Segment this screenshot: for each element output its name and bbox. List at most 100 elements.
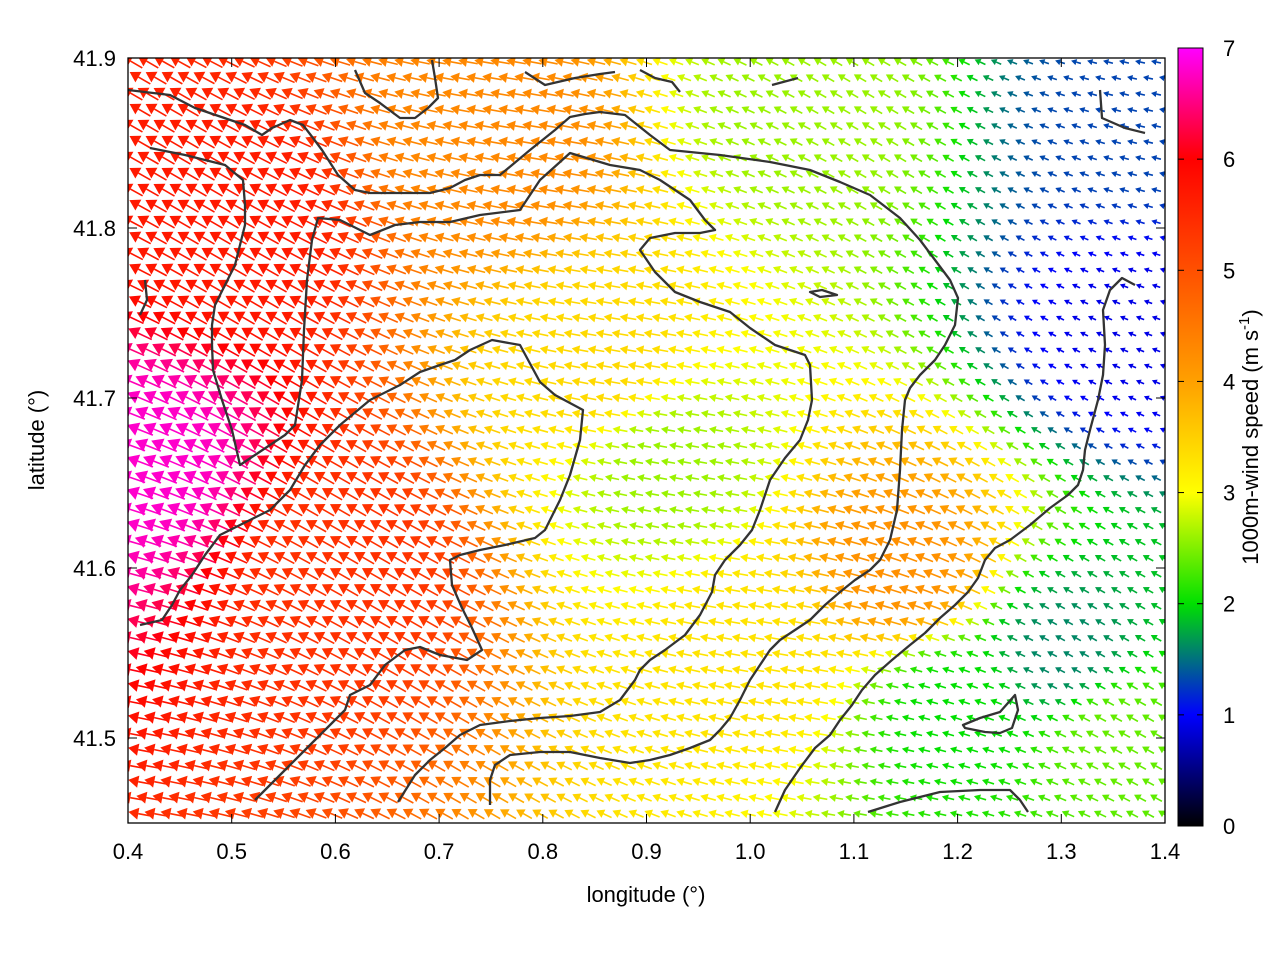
- wind-arrow: [781, 122, 795, 130]
- wind-arrow-head: [901, 74, 910, 82]
- wind-arrow: [418, 104, 438, 115]
- wind-arrow-shaft: [170, 76, 183, 85]
- wind-arrow-head: [602, 120, 613, 131]
- wind-arrow: [733, 58, 747, 66]
- wind-arrow: [893, 90, 907, 99]
- wind-arrow-head: [193, 71, 206, 83]
- wind-arrow-shaft: [210, 124, 223, 133]
- wind-arrow: [717, 58, 731, 66]
- wind-arrow-shaft: [498, 93, 510, 97]
- wind-arrow: [893, 122, 907, 131]
- wind-arrow-head: [909, 58, 918, 66]
- wind-arrow-head: [137, 119, 150, 131]
- wind-arrow-shaft: [915, 125, 923, 131]
- wind-arrow-shaft: [851, 93, 859, 99]
- wind-arrow-head: [733, 58, 742, 66]
- wind-arrow-head: [934, 74, 942, 82]
- wind-arrow: [586, 58, 606, 67]
- wind-arrow-shaft: [939, 77, 947, 82]
- wind-arrow: [1071, 91, 1082, 98]
- wind-arrow-head: [161, 103, 174, 115]
- wind-arrow-shaft: [771, 93, 779, 98]
- wind-arrow-head: [1095, 75, 1102, 82]
- wind-arrow-shaft: [1019, 109, 1026, 113]
- wind-arrow-head: [877, 90, 886, 98]
- wind-arrow-shaft: [1092, 61, 1098, 65]
- wind-arrow-head: [1047, 75, 1054, 82]
- wind-arrow-shaft: [891, 77, 899, 83]
- wind-arrow: [813, 122, 827, 131]
- wind-arrow-head: [958, 90, 966, 98]
- wind-arrow: [442, 120, 462, 131]
- wind-arrow-shaft: [739, 125, 747, 130]
- wind-arrow-shaft: [314, 108, 327, 115]
- wind-arrow-shaft: [1140, 61, 1146, 64]
- wind-arrow-head: [145, 103, 158, 115]
- wind-arrow: [273, 103, 296, 116]
- wind-arrow: [522, 120, 542, 131]
- wind-arrow-head: [257, 71, 269, 83]
- wind-arrow: [530, 104, 550, 115]
- wind-arrow-head: [161, 71, 174, 83]
- wind-arrow-head: [668, 121, 677, 130]
- wind-arrow-head: [773, 74, 782, 82]
- wind-arrow-head: [442, 120, 452, 131]
- wind-arrow-shaft: [402, 124, 414, 130]
- wind-arrow-shaft: [667, 109, 676, 114]
- wind-arrow-head: [701, 58, 710, 66]
- wind-arrow: [869, 74, 883, 83]
- wind-arrow: [685, 58, 700, 66]
- wind-arrow: [611, 105, 630, 115]
- wind-arrow-shaft: [1003, 77, 1010, 81]
- wind-arrow-head: [249, 119, 262, 131]
- wind-arrow-head: [861, 58, 870, 66]
- wind-arrow-head: [217, 119, 230, 131]
- wind-arrow: [966, 106, 978, 114]
- wind-arrow: [434, 104, 454, 115]
- wind-arrow: [161, 71, 183, 85]
- wind-arrow-shaft: [715, 109, 724, 114]
- wind-arrow-shaft: [1003, 109, 1010, 113]
- wind-arrow-shaft: [707, 61, 716, 66]
- wind-arrow-shaft: [1124, 61, 1130, 64]
- wind-arrow-shaft: [354, 60, 367, 66]
- wind-arrow-head: [129, 103, 142, 115]
- wind-arrow: [153, 119, 175, 133]
- wind-arrow-head: [458, 88, 468, 99]
- wind-arrow-shaft: [899, 93, 907, 99]
- wind-arrow: [966, 74, 978, 82]
- wind-arrow-head: [1119, 59, 1126, 66]
- wind-arrow-head: [241, 103, 254, 115]
- wind-arrow: [627, 105, 645, 115]
- wind-arrow: [450, 72, 470, 83]
- wind-arrow-head: [466, 72, 476, 83]
- wind-arrow: [474, 120, 494, 131]
- wind-arrow-shaft: [731, 109, 739, 114]
- wind-arrow: [426, 120, 446, 131]
- wind-arrow-shaft: [643, 61, 653, 66]
- wind-arrow: [1103, 91, 1114, 98]
- wind-arrow-head: [297, 87, 309, 99]
- wind-arrow-shaft: [530, 93, 542, 97]
- wind-arrow-shaft: [811, 77, 819, 83]
- wind-arrow-head: [265, 87, 277, 99]
- wind-arrow-head: [410, 58, 420, 67]
- wind-arrow-head: [733, 90, 742, 98]
- wind-arrow-head: [201, 119, 214, 131]
- wind-arrow-shaft: [290, 60, 303, 67]
- wind-arrow-head: [514, 104, 524, 115]
- wind-arrow-shaft: [779, 109, 787, 114]
- wind-arrow-shaft: [1156, 61, 1162, 64]
- wind-arrow-head: [378, 120, 389, 131]
- wind-arrow-shaft: [354, 124, 367, 131]
- wind-arrow-head: [685, 90, 694, 98]
- wind-arrow-shaft: [931, 93, 939, 98]
- wind-arrow-shaft: [482, 61, 494, 65]
- wind-arrow-head: [233, 87, 246, 99]
- wind-arrow-shaft: [691, 93, 700, 98]
- wind-arrow-shaft: [835, 93, 843, 99]
- wind-arrow-shaft: [699, 77, 708, 82]
- wind-arrow-head: [321, 72, 333, 83]
- wind-arrow-shaft: [995, 93, 1002, 98]
- wind-arrow: [1015, 75, 1026, 82]
